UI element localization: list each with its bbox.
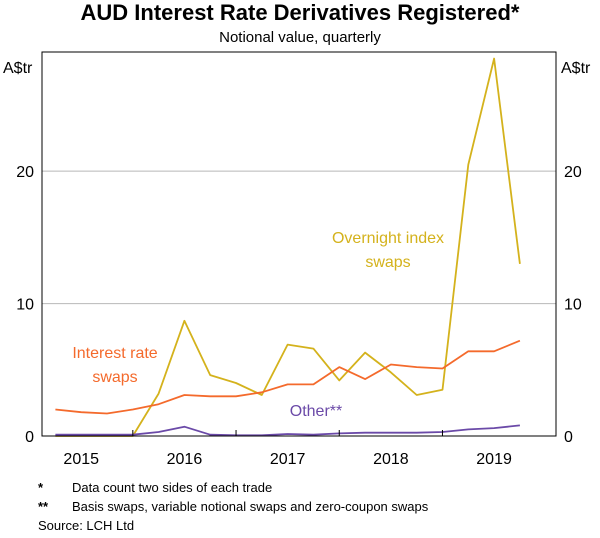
- series-line-2: [55, 424, 520, 437]
- x-tick-labels: 2015 2016 2017 2018 2019: [63, 451, 512, 468]
- footnote-2-text: Basis swaps, variable notional swaps and…: [72, 499, 429, 514]
- x-tick-label: 2016: [167, 451, 203, 468]
- plot-frame: [41, 51, 557, 437]
- x-tick-label: 2015: [63, 451, 99, 468]
- footnote-1: * Data count two sides of each trade: [38, 478, 428, 497]
- series-label-irs-line2: swaps: [92, 369, 137, 386]
- series-label-other: Other**: [290, 403, 342, 420]
- footnote-2-mark: **: [38, 499, 49, 514]
- footnotes: * Data count two sides of each trade ** …: [38, 478, 428, 535]
- x-tick-marks: [132, 430, 443, 436]
- y-tick-label-left: 10: [16, 297, 34, 314]
- y-tick-label-left: 20: [16, 164, 34, 181]
- footnote-1-mark: *: [38, 480, 44, 495]
- x-tick-label: 2017: [270, 451, 306, 468]
- footnote-1-text: Data count two sides of each trade: [72, 480, 273, 495]
- y-tick-label-right: 0: [564, 429, 573, 446]
- series-label-overnight-line1: Overnight index: [332, 230, 444, 247]
- chart-subtitle: Notional value, quarterly: [219, 29, 381, 46]
- source-note: Source: LCH Ltd: [38, 518, 135, 533]
- chart-title: AUD Interest Rate Derivatives Registered…: [80, 0, 520, 25]
- x-tick-label: 2018: [373, 451, 409, 468]
- x-tick-label: 2019: [476, 451, 512, 468]
- series-label-overnight-line2: swaps: [365, 254, 410, 271]
- y-tick-label-right: 10: [564, 297, 582, 314]
- y-unit-left: A$tr: [3, 60, 33, 77]
- series-line-1: [55, 339, 521, 415]
- footnote-2: ** Basis swaps, variable notional swaps …: [38, 497, 428, 516]
- y-unit-right: A$tr: [561, 60, 591, 77]
- y-tick-labels: 0 0 10 10 20 20: [16, 164, 582, 446]
- y-tick-label-left: 0: [25, 429, 34, 446]
- y-tick-label-right: 20: [564, 164, 582, 181]
- grid-lines: [42, 170, 556, 305]
- series-label-irs-line1: Interest rate: [72, 345, 157, 362]
